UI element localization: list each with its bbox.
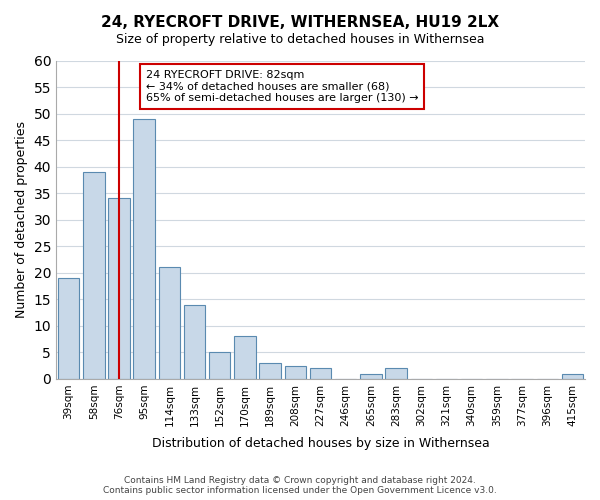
Bar (385, 368, 407, 379)
Y-axis label: Number of detached properties: Number of detached properties (15, 121, 28, 318)
Bar (360, 374, 382, 379)
Text: 24 RYECROFT DRIVE: 82sqm
← 34% of detached houses are smaller (68)
65% of semi-d: 24 RYECROFT DRIVE: 82sqm ← 34% of detach… (146, 70, 419, 103)
Text: Contains HM Land Registry data © Crown copyright and database right 2024.
Contai: Contains HM Land Registry data © Crown c… (103, 476, 497, 495)
Text: Size of property relative to detached houses in Withernsea: Size of property relative to detached ho… (116, 32, 484, 46)
Bar (284, 366, 306, 379)
Bar (158, 268, 180, 379)
Bar (562, 374, 583, 379)
Bar (259, 363, 281, 379)
Bar (234, 336, 256, 379)
Bar (310, 368, 331, 379)
Text: 24, RYECROFT DRIVE, WITHERNSEA, HU19 2LX: 24, RYECROFT DRIVE, WITHERNSEA, HU19 2LX (101, 15, 499, 30)
Bar (58, 278, 79, 379)
Bar (133, 119, 155, 379)
Bar (184, 304, 205, 379)
Bar (109, 198, 130, 379)
Bar (209, 352, 230, 379)
Bar (83, 172, 104, 379)
X-axis label: Distribution of detached houses by size in Withernsea: Distribution of detached houses by size … (152, 437, 490, 450)
